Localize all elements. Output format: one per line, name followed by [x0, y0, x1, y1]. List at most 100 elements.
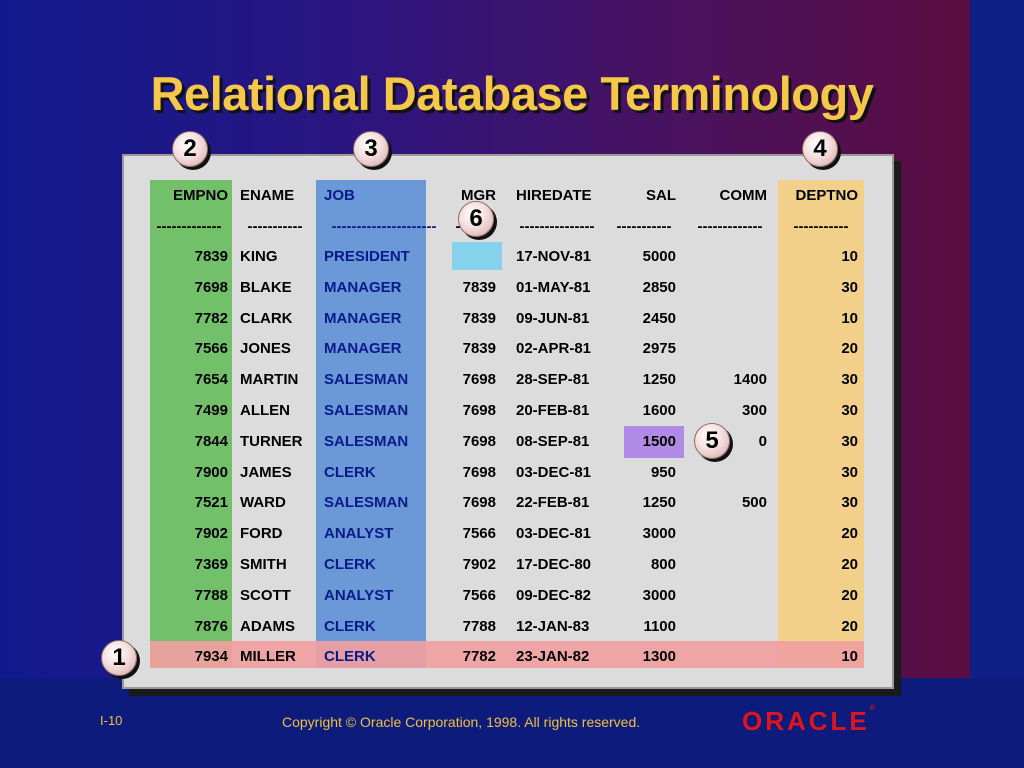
- callout-badge-1: 1: [101, 640, 137, 676]
- table-cell-job: MANAGER: [324, 310, 402, 327]
- table-cell-empno: 7934: [194, 648, 228, 665]
- table-cell-deptno: 20: [841, 556, 858, 573]
- table-cell-deptno: 30: [841, 279, 858, 296]
- table-cell-empno: 7788: [194, 587, 228, 604]
- table-cell-ename: FORD: [240, 525, 283, 542]
- table-cell-hiredate: 09-DEC-82: [516, 587, 592, 604]
- column-header-sal: SAL: [646, 187, 676, 204]
- table-cell-empno: 7900: [194, 464, 228, 481]
- table-cell-sal: 1100: [643, 618, 676, 635]
- callout-badge-3: 3: [353, 131, 389, 167]
- table-cell-deptno: 20: [841, 525, 858, 542]
- callout-badge-6: 6: [458, 201, 494, 237]
- table-cell-mgr: 7839: [462, 310, 496, 327]
- table-cell-hiredate: 28-SEP-81: [516, 371, 590, 388]
- column-header-mgr: MGR: [461, 187, 496, 204]
- column-separator-sal: -----------: [616, 218, 672, 235]
- table-cell-sal: 3000: [642, 587, 676, 604]
- table-cell-hiredate: 17-NOV-81: [516, 248, 592, 265]
- table-cell-job: CLERK: [324, 464, 376, 481]
- row-highlight: [150, 641, 864, 668]
- oracle-logo-text: ORACLE: [742, 706, 870, 736]
- table-cell-job: SALESMAN: [324, 494, 409, 511]
- table-cell-hiredate: 09-JUN-81: [516, 310, 590, 327]
- table-cell-mgr: 7698: [462, 464, 496, 481]
- table-cell-hiredate: 23-JAN-82: [516, 648, 590, 665]
- table-cell-sal: 1250: [642, 494, 676, 511]
- slide-right-band: [970, 0, 1024, 678]
- table-cell-sal: 1300: [642, 648, 676, 665]
- table-cell-sal: 1250: [642, 371, 676, 388]
- table-cell-hiredate: 08-SEP-81: [516, 433, 590, 450]
- table-cell-job: CLERK: [324, 556, 376, 573]
- table-cell-hiredate: 03-DEC-81: [516, 464, 592, 481]
- table-cell-job: MANAGER: [324, 340, 402, 357]
- table-cell-ename: WARD: [240, 494, 286, 511]
- table-cell-hiredate: 17-DEC-80: [516, 556, 592, 573]
- table-cell-deptno: 20: [841, 340, 858, 357]
- table-cell-mgr: 7782: [462, 648, 496, 665]
- table-cell-deptno: 30: [841, 433, 858, 450]
- table-cell-sal: 2450: [642, 310, 676, 327]
- table-cell-empno: 7844: [194, 433, 228, 450]
- table-cell-empno: 7902: [194, 525, 228, 542]
- table-cell-hiredate: 20-FEB-81: [516, 402, 590, 419]
- table-cell-ename: MILLER: [240, 648, 296, 665]
- table-cell-deptno: 30: [841, 494, 858, 511]
- table-cell-empno: 7369: [194, 556, 228, 573]
- table-cell-deptno: 30: [841, 402, 858, 419]
- table-cell-sal: 1600: [642, 402, 676, 419]
- table-cell-deptno: 30: [841, 371, 858, 388]
- table-cell-job: ANALYST: [324, 587, 394, 604]
- table-cell-mgr: 7566: [462, 525, 496, 542]
- table-cell-sal: 2850: [642, 279, 676, 296]
- callout-badge-5: 5: [694, 423, 730, 459]
- table-cell-ename: CLARK: [240, 310, 293, 327]
- table-cell-empno: 7654: [194, 371, 228, 388]
- table-cell-ename: ALLEN: [240, 402, 290, 419]
- slide-title: Relational Database Terminology: [150, 67, 874, 120]
- copyright-text: Copyright © Oracle Corporation, 1998. Al…: [282, 714, 641, 730]
- column-header-hiredate: HIREDATE: [516, 187, 592, 204]
- primary-key-column-highlight: [150, 180, 232, 668]
- table-cell-hiredate: 22-FEB-81: [516, 494, 590, 511]
- table-cell-job: SALESMAN: [324, 371, 409, 388]
- page-number: I-10: [100, 713, 123, 728]
- table-cell-sal: 5000: [642, 248, 676, 265]
- table-cell-ename: SCOTT: [240, 587, 291, 604]
- table-cell-mgr: 7839: [462, 340, 496, 357]
- table-cell-mgr: 7902: [462, 556, 496, 573]
- table-cell-deptno: 20: [841, 587, 858, 604]
- table-cell-ename: ADAMS: [240, 618, 295, 635]
- table-cell-empno: 7839: [194, 248, 228, 265]
- table-cell-ename: JAMES: [240, 464, 292, 481]
- table-cell-empno: 7566: [194, 340, 228, 357]
- table-cell-job: CLERK: [324, 648, 376, 665]
- field-highlight: [624, 426, 684, 458]
- table-cell-job: SALESMAN: [324, 433, 409, 450]
- table-cell-job: ANALYST: [324, 525, 394, 542]
- table-cell-deptno: 20: [841, 618, 858, 635]
- oracle-logo: ORACLE®: [742, 705, 875, 737]
- table-cell-job: SALESMAN: [324, 402, 409, 419]
- table-cell-ename: TURNER: [240, 433, 303, 450]
- table-cell-ename: JONES: [240, 340, 291, 357]
- table-cell-empno: 7698: [194, 279, 228, 296]
- column-header-comm: COMM: [719, 187, 768, 204]
- table-cell-job: MANAGER: [324, 279, 402, 296]
- table-cell-ename: BLAKE: [240, 279, 292, 296]
- table-cell-ename: KING: [240, 248, 278, 265]
- table-cell-ename: SMITH: [240, 556, 287, 573]
- column-highlight: [316, 180, 426, 668]
- table-cell-hiredate: 01-MAY-81: [516, 279, 591, 296]
- column-header-deptno: DEPTNO: [795, 187, 858, 204]
- table-cell-sal: 800: [650, 556, 676, 573]
- table-cell-mgr: 7788: [462, 618, 496, 635]
- table-cell-empno: 7521: [194, 494, 228, 511]
- table-cell-empno: 7782: [194, 310, 228, 327]
- column-separator-comm: -------------: [697, 218, 763, 235]
- callout-badge-4: 4: [802, 131, 838, 167]
- column-header-empno: EMPNO: [172, 187, 228, 204]
- table-cell-comm: 1400: [733, 371, 767, 388]
- table-cell-mgr: 7839: [462, 279, 496, 296]
